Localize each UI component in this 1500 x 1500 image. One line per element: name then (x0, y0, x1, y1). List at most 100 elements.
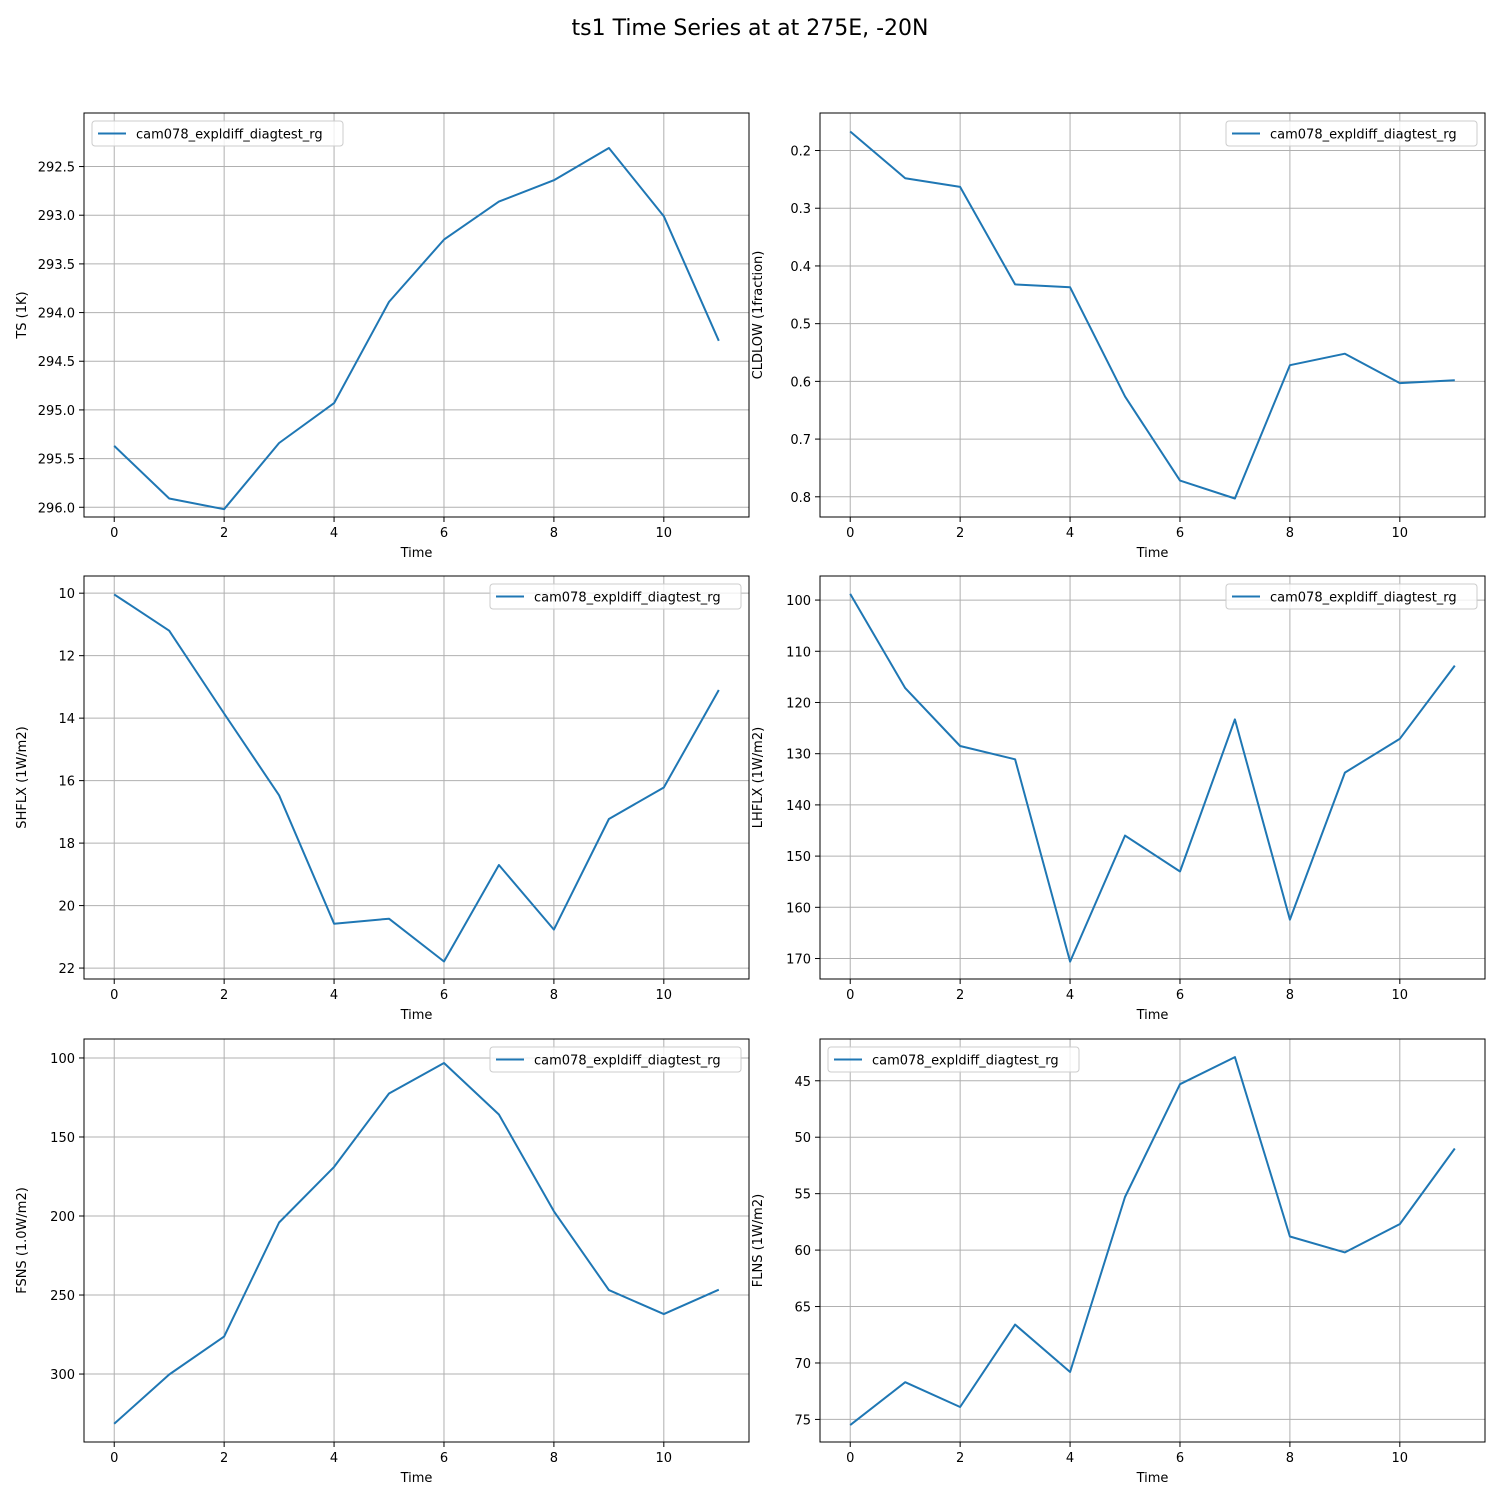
legend-box (91, 120, 344, 147)
figure-title: ts1 Time Series at at 275E, -20N (571, 16, 929, 41)
y-tick-label: 120 (786, 696, 811, 711)
series-line (113, 1062, 720, 1425)
x-tick-label: 8 (1286, 988, 1294, 1003)
y-tick-label: 140 (786, 799, 811, 814)
chart-panel-4: 0 2 4 6 8 10 100 110 120 130 140 150 160 170 Time LHFLX… (751, 575, 1486, 1023)
x-axis-label: Time (1136, 1008, 1169, 1023)
x-axis-label: Time (1136, 1471, 1169, 1486)
y-tick-label: 300 (50, 1368, 75, 1383)
x-tick-label: 10 (656, 988, 673, 1003)
x-tick-label: 10 (656, 1451, 673, 1466)
y-tick-label: 294.0 (38, 307, 75, 322)
series-line (113, 593, 720, 963)
axes-frame (819, 575, 1486, 980)
x-tick-label: 8 (550, 988, 558, 1003)
legend-label: cam078_expldiff_diagtest_rg (534, 591, 721, 606)
x-tick-label: 8 (550, 526, 558, 541)
y-tick-label: 55 (794, 1188, 811, 1203)
legend-box (827, 1046, 1080, 1073)
y-tick-label: 10 (58, 587, 75, 602)
y-tick-label: 0.4 (790, 260, 811, 275)
x-axis-label: Time (400, 1008, 433, 1023)
x-tick-label: 4 (330, 1451, 338, 1466)
x-tick-label: 2 (956, 988, 964, 1003)
x-tick-label: 4 (330, 526, 338, 541)
y-tick-label: 295.5 (38, 453, 75, 468)
x-tick-label: 4 (330, 988, 338, 1003)
y-tick-label: 295.0 (38, 404, 75, 419)
legend-label: cam078_expldiff_diagtest_rg (136, 128, 323, 143)
x-tick-label: 8 (550, 1451, 558, 1466)
y-tick-label: 150 (50, 1131, 75, 1146)
x-tick-label: 0 (110, 988, 118, 1003)
legend-label: cam078_expldiff_diagtest_rg (534, 1054, 721, 1069)
y-tick-label: 18 (58, 837, 75, 852)
y-axis-label: SHFLX (1W/m2) (15, 726, 30, 828)
x-axis-label: Time (400, 546, 433, 561)
axes-frame (819, 112, 1486, 518)
y-tick-label: 70 (794, 1357, 811, 1372)
y-tick-label: 16 (58, 775, 75, 790)
y-axis-label: TS (1K) (15, 291, 30, 339)
legend-label: cam078_expldiff_diagtest_rg (1270, 128, 1457, 143)
legend: cam078_expldiff_diagtest_rg (489, 1046, 742, 1073)
x-tick-label: 10 (656, 526, 673, 541)
y-tick-label: 0.6 (790, 375, 811, 390)
y-tick-label: 50 (794, 1131, 811, 1146)
y-tick-label: 100 (50, 1052, 75, 1067)
axes-frame (819, 1038, 1486, 1443)
x-tick-label: 6 (1176, 526, 1184, 541)
y-tick-label: 200 (50, 1210, 75, 1225)
x-tick-label: 10 (1392, 988, 1409, 1003)
y-tick-label: 294.5 (38, 355, 75, 370)
legend: cam078_expldiff_diagtest_rg (1225, 583, 1478, 610)
x-tick-label: 2 (220, 526, 228, 541)
x-tick-label: 4 (1066, 1451, 1074, 1466)
legend-box (489, 583, 742, 610)
x-tick-label: 0 (846, 526, 854, 541)
x-tick-label: 6 (440, 1451, 448, 1466)
y-tick-label: 75 (794, 1413, 811, 1428)
y-tick-label: 45 (794, 1075, 811, 1090)
legend: cam078_expldiff_diagtest_rg (489, 583, 742, 610)
y-tick-label: 20 (58, 900, 75, 915)
series-line (849, 1056, 1456, 1426)
legend: cam078_expldiff_diagtest_rg (827, 1046, 1080, 1073)
y-tick-label: 130 (786, 748, 811, 763)
x-tick-label: 0 (846, 988, 854, 1003)
y-axis-label: FLNS (1W/m2) (751, 1194, 766, 1287)
y-tick-label: 14 (58, 712, 75, 727)
x-tick-label: 2 (956, 526, 964, 541)
y-tick-label: 100 (786, 594, 811, 609)
x-tick-label: 10 (1392, 1451, 1409, 1466)
legend-label: cam078_expldiff_diagtest_rg (872, 1054, 1059, 1069)
x-tick-label: 6 (440, 526, 448, 541)
axes-frame (83, 575, 750, 980)
y-tick-label: 22 (58, 962, 75, 977)
axes-frame (83, 1038, 750, 1443)
x-tick-label: 0 (110, 526, 118, 541)
x-tick-label: 8 (1286, 1451, 1294, 1466)
y-tick-label: 250 (50, 1289, 75, 1304)
x-tick-label: 0 (846, 1451, 854, 1466)
legend-box (1225, 583, 1478, 610)
y-tick-label: 65 (794, 1301, 811, 1316)
y-tick-label: 160 (786, 901, 811, 916)
x-tick-label: 4 (1066, 988, 1074, 1003)
y-tick-label: 293.5 (38, 258, 75, 273)
x-tick-label: 6 (1176, 1451, 1184, 1466)
y-tick-label: 0.8 (790, 491, 811, 506)
y-tick-label: 0.7 (790, 433, 811, 448)
chart-panel-3: 0 2 4 6 8 10 10 12 14 16 18 20 22 Time SHFLX (1W/m2) ca… (15, 575, 750, 1023)
y-tick-label: 293.0 (38, 209, 75, 224)
y-tick-label: 292.5 (38, 161, 75, 176)
y-tick-label: 0.5 (790, 318, 811, 333)
x-tick-label: 6 (1176, 988, 1184, 1003)
x-axis-label: Time (400, 1471, 433, 1486)
legend: cam078_expldiff_diagtest_rg (1225, 120, 1478, 147)
legend-label: cam078_expldiff_diagtest_rg (1270, 591, 1457, 606)
y-tick-label: 0.3 (790, 202, 811, 217)
series-line (113, 147, 720, 511)
series-line (849, 593, 1456, 963)
